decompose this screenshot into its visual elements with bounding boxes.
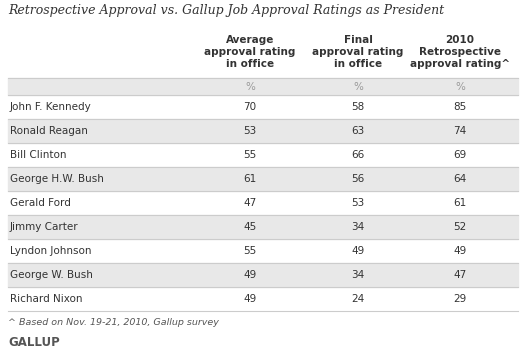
Text: 52: 52 [453, 222, 467, 232]
Text: 85: 85 [453, 102, 467, 112]
Text: John F. Kennedy: John F. Kennedy [10, 102, 92, 112]
Bar [8, 215, 518, 239]
Text: ^ Based on Nov. 19-21, 2010, Gallup survey: ^ Based on Nov. 19-21, 2010, Gallup surv… [8, 318, 219, 327]
Text: 49: 49 [244, 270, 257, 280]
Text: 61: 61 [453, 198, 467, 208]
Text: 29: 29 [453, 294, 467, 304]
Text: 49: 49 [453, 246, 467, 256]
Text: 34: 34 [351, 222, 365, 232]
Bar [8, 119, 518, 143]
Text: %: % [353, 82, 363, 91]
Text: 70: 70 [244, 102, 257, 112]
Text: %: % [455, 82, 465, 91]
Text: 66: 66 [351, 150, 365, 160]
Text: 61: 61 [244, 174, 257, 184]
Text: Bill Clinton: Bill Clinton [10, 150, 66, 160]
Text: Jimmy Carter: Jimmy Carter [10, 222, 78, 232]
Text: Gerald Ford: Gerald Ford [10, 198, 71, 208]
Text: %: % [245, 82, 255, 91]
Text: 63: 63 [351, 126, 365, 136]
Text: George W. Bush: George W. Bush [10, 270, 93, 280]
Text: Ronald Reagan: Ronald Reagan [10, 126, 88, 136]
Text: 69: 69 [453, 150, 467, 160]
Bar [8, 167, 518, 191]
Text: Retrospective Approval vs. Gallup Job Approval Ratings as President: Retrospective Approval vs. Gallup Job Ap… [8, 4, 444, 17]
Text: 47: 47 [244, 198, 257, 208]
Text: Average
approval rating
in office: Average approval rating in office [204, 35, 296, 69]
Text: George H.W. Bush: George H.W. Bush [10, 174, 104, 184]
Text: 49: 49 [351, 246, 365, 256]
Text: 58: 58 [351, 102, 365, 112]
Text: 47: 47 [453, 270, 467, 280]
Text: 56: 56 [351, 174, 365, 184]
Text: 2010
Retrospective
approval rating^: 2010 Retrospective approval rating^ [410, 35, 510, 69]
Text: 24: 24 [351, 294, 365, 304]
Text: 45: 45 [244, 222, 257, 232]
Bar [8, 263, 518, 287]
Text: 34: 34 [351, 270, 365, 280]
Text: 53: 53 [351, 198, 365, 208]
Text: 55: 55 [244, 150, 257, 160]
Text: Richard Nixon: Richard Nixon [10, 294, 83, 304]
Text: 55: 55 [244, 246, 257, 256]
Text: 53: 53 [244, 126, 257, 136]
Text: GALLUP: GALLUP [8, 336, 60, 349]
Text: Lyndon Johnson: Lyndon Johnson [10, 246, 92, 256]
Text: 49: 49 [244, 294, 257, 304]
Text: 64: 64 [453, 174, 467, 184]
Bar [8, 78, 518, 95]
Text: 74: 74 [453, 126, 467, 136]
Text: Final
approval rating
in office: Final approval rating in office [312, 35, 403, 69]
